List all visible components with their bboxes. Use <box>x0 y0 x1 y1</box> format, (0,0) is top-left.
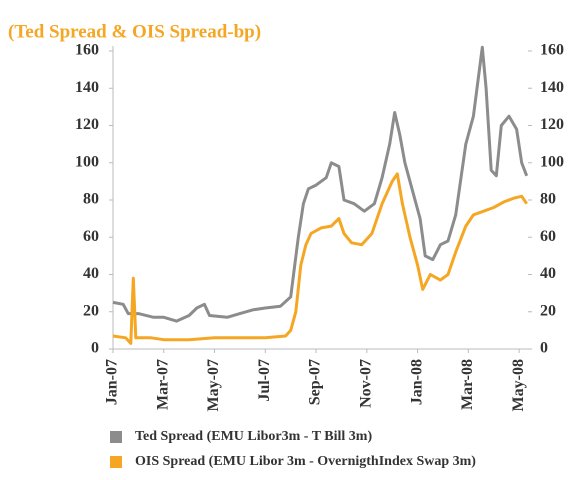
legend-label: OIS Spread (EMU Libor 3m - OvernigthInde… <box>135 454 476 469</box>
x-tick-label: Jan-07 <box>104 359 121 405</box>
series-line <box>112 45 529 323</box>
y-tick-label: 20 <box>83 302 99 319</box>
y-tick-label: 0 <box>91 340 99 357</box>
y2-tick-label: 0 <box>540 340 548 357</box>
y2-tick-label: 80 <box>540 191 556 208</box>
y-tick-label: 160 <box>75 42 99 59</box>
y-tick-label: 80 <box>83 191 99 208</box>
x-tick-label: Nov-07 <box>357 359 374 408</box>
y2-tick-label: 100 <box>540 153 564 170</box>
y-tick-label: 120 <box>75 116 99 133</box>
y2-tick-label: 20 <box>540 302 556 319</box>
legend-swatch <box>110 431 122 443</box>
x-tick-label: May-07 <box>205 359 222 411</box>
y2-tick-label: 140 <box>540 79 564 96</box>
legend-label: Ted Spread (EMU Libor3m - T Bill 3m) <box>135 429 372 444</box>
x-tick-label: Jul-07 <box>256 359 273 402</box>
x-tick-label: Mar-08 <box>459 359 476 410</box>
y2-tick-label: 120 <box>540 116 564 133</box>
chart-title: (Ted Spread & OIS Spread-bp) <box>8 21 261 42</box>
x-tick-label: Mar-07 <box>154 359 171 410</box>
legend-swatch <box>110 456 122 468</box>
x-tick-label: Sep-07 <box>307 359 324 405</box>
y-tick-label: 100 <box>75 153 99 170</box>
y-tick-label: 40 <box>83 265 99 282</box>
y-tick-label: 60 <box>83 228 99 245</box>
y2-tick-label: 60 <box>540 228 556 245</box>
x-tick-label: May-08 <box>510 359 527 411</box>
series-line <box>112 172 528 345</box>
y-tick-label: 140 <box>75 79 99 96</box>
y2-tick-label: 160 <box>540 42 564 59</box>
y2-tick-label: 40 <box>540 265 556 282</box>
x-tick-label: Jan-08 <box>408 359 425 405</box>
